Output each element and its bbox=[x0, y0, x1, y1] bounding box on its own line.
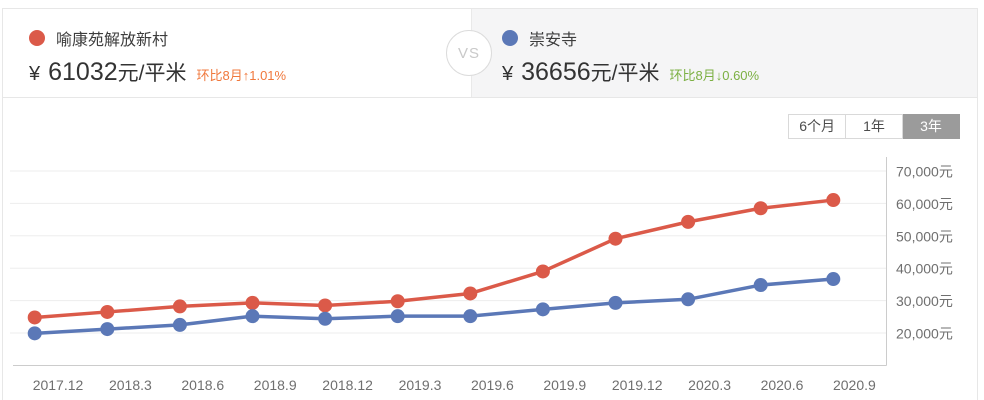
right-price-row: ¥ 36656 元/平米 环比8月↓0.60% bbox=[502, 57, 977, 87]
data-point-s0-7[interactable] bbox=[535, 264, 550, 279]
x-axis-label: 2019.6 bbox=[471, 377, 514, 393]
data-point-s1-11[interactable] bbox=[826, 272, 841, 287]
data-point-s0-0[interactable] bbox=[27, 310, 42, 325]
data-point-s0-1[interactable] bbox=[100, 304, 115, 319]
y-axis-label: 40,000元 bbox=[896, 261, 953, 277]
y-axis-label: 60,000元 bbox=[896, 196, 953, 212]
left-property-name: 喻康苑解放新村 bbox=[56, 32, 169, 49]
y-axis-label: 70,000元 bbox=[896, 164, 953, 180]
right-property-panel: 崇安寺 ¥ 36656 元/平米 环比8月↓0.60% bbox=[471, 9, 977, 97]
tab-6m[interactable]: 6个月 bbox=[788, 114, 846, 139]
left-mom-change: 环比8月↑1.01% bbox=[196, 68, 287, 83]
data-point-s1-5[interactable] bbox=[390, 309, 405, 324]
left-price-unit: 元/平米 bbox=[117, 62, 187, 85]
right-name-row: 崇安寺 bbox=[502, 27, 977, 49]
data-point-s0-4[interactable] bbox=[318, 298, 333, 313]
data-point-s1-4[interactable] bbox=[318, 311, 333, 326]
x-axis-label: 2018.9 bbox=[254, 377, 297, 393]
data-point-s0-10[interactable] bbox=[753, 201, 768, 216]
x-axis-label: 2020.6 bbox=[761, 377, 804, 393]
data-point-s0-8[interactable] bbox=[608, 231, 623, 246]
y-axis-label: 50,000元 bbox=[896, 228, 953, 244]
right-currency-symbol: ¥ bbox=[502, 63, 514, 85]
left-price-row: ¥ 61032 元/平米 环比8月↑1.01% bbox=[29, 57, 471, 87]
data-point-s1-8[interactable] bbox=[608, 295, 623, 310]
data-point-s0-9[interactable] bbox=[681, 214, 696, 229]
compare-card: 喻康苑解放新村 ¥ 61032 元/平米 环比8月↑1.01% 崇安寺 ¥ 36… bbox=[2, 8, 978, 400]
x-axis-label: 2019.3 bbox=[399, 377, 442, 393]
data-point-s0-5[interactable] bbox=[390, 294, 405, 309]
data-point-s1-2[interactable] bbox=[172, 317, 187, 332]
data-point-s1-7[interactable] bbox=[535, 302, 550, 317]
data-point-s0-6[interactable] bbox=[463, 286, 478, 301]
y-axis-label: 30,000元 bbox=[896, 293, 953, 309]
vs-badge: VS bbox=[446, 30, 492, 76]
tab-1y[interactable]: 1年 bbox=[846, 114, 903, 139]
x-axis-label: 2019.9 bbox=[543, 377, 586, 393]
series-line-1 bbox=[32, 277, 836, 336]
right-series-dot-icon bbox=[502, 30, 518, 46]
data-point-s1-10[interactable] bbox=[753, 278, 768, 293]
left-name-row: 喻康苑解放新村 bbox=[29, 27, 471, 49]
x-axis-label: 2017.12 bbox=[33, 377, 84, 393]
data-point-s1-6[interactable] bbox=[463, 309, 478, 324]
data-point-s1-9[interactable] bbox=[681, 292, 696, 307]
data-point-s1-1[interactable] bbox=[100, 322, 115, 337]
left-price-value: 61032 bbox=[48, 58, 118, 86]
series-line-0 bbox=[32, 198, 836, 320]
period-tabs: 6个月 1年 3年 bbox=[788, 114, 960, 139]
right-price-unit: 元/平米 bbox=[590, 62, 660, 85]
left-currency-symbol: ¥ bbox=[29, 63, 41, 85]
x-axis-label: 2020.9 bbox=[833, 377, 876, 393]
y-axis-label: 20,000元 bbox=[896, 326, 953, 342]
compare-header: 喻康苑解放新村 ¥ 61032 元/平米 环比8月↑1.01% 崇安寺 ¥ 36… bbox=[3, 9, 977, 98]
data-point-s0-11[interactable] bbox=[826, 193, 841, 208]
x-axis-label: 2018.3 bbox=[109, 377, 152, 393]
right-price-value: 36656 bbox=[521, 58, 591, 86]
left-property-panel: 喻康苑解放新村 ¥ 61032 元/平米 环比8月↑1.01% bbox=[3, 9, 471, 97]
x-axis-label: 2018.12 bbox=[322, 377, 373, 393]
x-axis-label: 2018.6 bbox=[181, 377, 224, 393]
x-axis-label: 2019.12 bbox=[612, 377, 663, 393]
left-series-dot-icon bbox=[29, 30, 45, 46]
data-point-s0-2[interactable] bbox=[172, 299, 187, 314]
data-point-s1-0[interactable] bbox=[27, 326, 42, 341]
right-property-name: 崇安寺 bbox=[529, 32, 578, 49]
data-point-s1-3[interactable] bbox=[245, 309, 260, 324]
data-point-s0-3[interactable] bbox=[245, 295, 260, 310]
right-mom-change: 环比8月↓0.60% bbox=[669, 68, 760, 83]
tab-3y[interactable]: 3年 bbox=[903, 114, 960, 139]
x-axis-label: 2020.3 bbox=[688, 377, 731, 393]
